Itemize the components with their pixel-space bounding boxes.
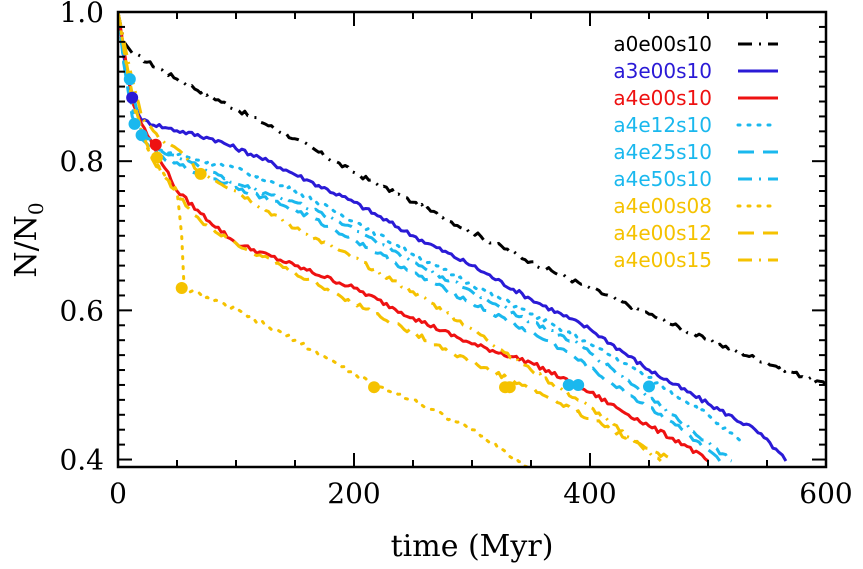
- legend-label-a4e25s10: a4e25s10: [613, 140, 712, 164]
- x-tick-label-2: 400: [563, 477, 616, 510]
- y-tick-label-1: 0.6: [59, 294, 104, 327]
- series-line-a4e00s12: [118, 12, 674, 463]
- y-tick-label-3: 1.0: [59, 0, 104, 29]
- marker-a4e00s08-0: [175, 281, 188, 294]
- legend-label-a3e00s10: a3e00s10: [613, 59, 712, 83]
- marker-a4e50s10-3: [643, 380, 655, 393]
- series-line-a4e12s10: [118, 12, 745, 447]
- ticks: [117, 11, 827, 467]
- series-line-a4e50s10: [118, 12, 733, 463]
- marker-a4e25s10-0: [562, 378, 575, 391]
- legend-label-a0e00s10: a0e00s10: [613, 32, 712, 56]
- marker-a3e00s10-0: [126, 91, 139, 104]
- plot-lines: [118, 12, 826, 467]
- marker-a4e00s08-1: [368, 381, 381, 394]
- legend-label-a4e50s10: a4e50s10: [613, 167, 712, 191]
- legend-label-a4e00s10: a4e00s10: [613, 86, 712, 110]
- plot-frame: [116, 10, 828, 469]
- markers: [123, 73, 655, 394]
- series-line-a0e00s10: [118, 12, 826, 387]
- x-tick-label-3: 600: [799, 477, 852, 510]
- legend-label-a4e12s10: a4e12s10: [613, 113, 712, 137]
- marker-a4e00s15-1: [503, 381, 516, 394]
- marker-a4e00s15-0: [194, 167, 207, 180]
- series-line-a4e00s10: [118, 12, 709, 463]
- y-axis-label-subscript: 0: [24, 202, 48, 215]
- legend-label-a4e00s12: a4e00s12: [613, 221, 712, 245]
- marker-a4e00s12-0: [150, 151, 163, 164]
- marker-a4e50s10-0: [123, 73, 136, 86]
- y-tick-label-2: 0.8: [59, 145, 104, 178]
- legend-label-a4e00s15: a4e00s15: [613, 248, 712, 272]
- series-line-a4e00s08: [118, 12, 529, 467]
- y-axis-label-main: N/N: [9, 215, 44, 278]
- series-line-a3e00s10: [118, 12, 788, 462]
- series-line-a4e00s15: [118, 12, 662, 463]
- y-tick-label-0: 0.4: [59, 444, 104, 477]
- x-axis-label: time (Myr): [391, 529, 554, 564]
- marker-a4e12s10-0: [135, 129, 148, 142]
- y-axis-label: N/N0: [9, 202, 48, 277]
- x-tick-label-0: 0: [109, 477, 127, 510]
- marker-a4e50s10-1: [128, 117, 141, 130]
- marker-a4e50s10-2: [572, 378, 585, 391]
- legend: a0e00s10 a3e00s10 a4e00s10 a4e12s10 a4e25s10…: [613, 32, 780, 272]
- x-tick-label-1: 200: [327, 477, 380, 510]
- marker-a4e00s10-0: [149, 138, 162, 151]
- tick-labels: 0 200 400 600 0.4 0.6 0.8 1.0: [59, 0, 852, 510]
- legend-label-a4e00s08: a4e00s08: [613, 194, 712, 218]
